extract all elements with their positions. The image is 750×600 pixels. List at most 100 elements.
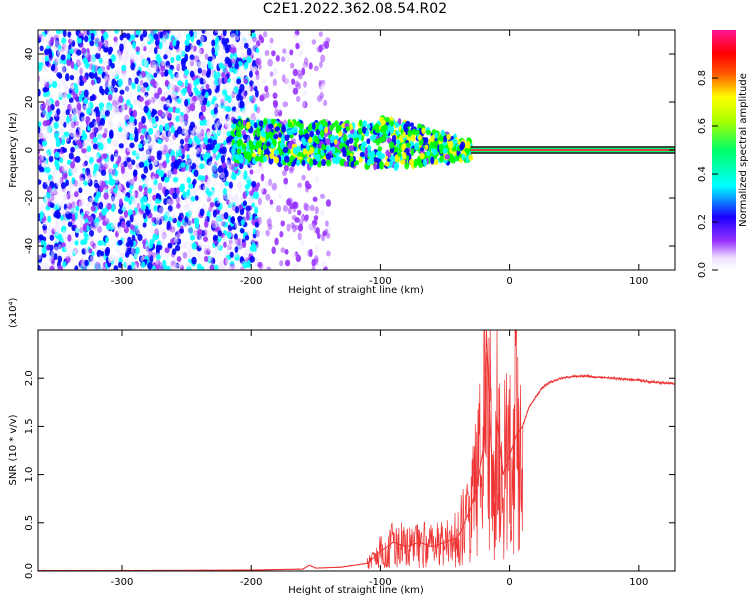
heatmap-cell xyxy=(199,115,204,121)
heatmap-cell xyxy=(241,143,246,150)
heatmap-cell xyxy=(400,159,406,165)
heatmap-cell xyxy=(419,152,425,160)
heatmap-cell xyxy=(138,265,142,270)
heatmap-cell xyxy=(60,182,67,190)
heatmap-cell xyxy=(46,99,52,107)
heatmap-cell xyxy=(212,209,217,218)
heatmap-cell xyxy=(184,107,190,116)
heatmap-cell xyxy=(126,146,131,153)
heatmap-cell xyxy=(240,34,246,43)
heatmap-cell xyxy=(194,88,199,97)
heatmap-cell xyxy=(271,50,276,57)
x-tick-label: -300 xyxy=(111,577,134,588)
heatmap-cell xyxy=(133,97,138,106)
heatmap-cell xyxy=(393,162,400,170)
heatmap-cell xyxy=(234,193,239,200)
heatmap-cell xyxy=(62,261,67,268)
heatmap-cell xyxy=(191,142,198,148)
heatmap-cell xyxy=(75,77,81,86)
heatmap-cell xyxy=(163,70,169,77)
heatmap-cell xyxy=(75,131,81,138)
snr-frame xyxy=(37,329,676,572)
heatmap-cell xyxy=(287,207,292,215)
heatmap-cell xyxy=(60,65,66,74)
heatmap-cell xyxy=(175,195,180,204)
y-tick-label: -20 xyxy=(24,190,35,206)
heatmap-cell xyxy=(255,47,260,54)
heatmap-cell xyxy=(138,143,143,149)
heatmap-cell xyxy=(132,264,138,270)
heatmap-cell xyxy=(65,179,69,187)
heatmap-cell xyxy=(50,251,55,258)
heatmap-cell xyxy=(191,242,197,250)
heatmap-cell xyxy=(108,256,113,263)
heatmap-cell xyxy=(234,246,239,253)
heatmap-cell xyxy=(40,153,45,162)
heatmap-cell xyxy=(114,69,119,78)
heatmap-cell xyxy=(213,172,219,179)
heatmap-cell xyxy=(66,59,72,67)
heatmap-cell xyxy=(118,95,124,104)
heatmap-cell xyxy=(218,214,224,220)
heatmap-cell xyxy=(110,62,115,69)
heatmap-cell xyxy=(446,133,451,141)
heatmap-cell xyxy=(176,256,182,262)
heatmap-cell xyxy=(157,109,163,117)
heatmap-cell xyxy=(242,200,248,207)
heatmap-cell xyxy=(103,75,108,83)
heatmap-cell xyxy=(97,124,103,131)
heatmap-cell xyxy=(71,224,76,231)
heatmap-cell xyxy=(208,144,213,151)
heatmap-cell xyxy=(216,196,221,204)
heatmap-cell xyxy=(136,82,141,90)
heatmap-cell xyxy=(126,32,131,40)
heatmap-cell xyxy=(113,187,118,194)
heatmap-cell xyxy=(177,31,182,39)
heatmap-cell xyxy=(95,52,101,60)
heatmap-cell xyxy=(358,119,363,127)
spectrogram-x-ticks: -300 -200 -100 0 100 xyxy=(111,30,648,287)
heatmap-cell xyxy=(273,67,278,76)
heatmap-cell xyxy=(210,109,215,116)
heatmap-cell xyxy=(303,57,309,66)
heatmap-cell xyxy=(216,120,222,126)
heatmap-cell xyxy=(257,216,262,225)
heatmap-cell xyxy=(96,46,101,55)
heatmap-cell xyxy=(373,156,379,163)
heatmap-cell xyxy=(299,214,304,222)
y-tick-label: 2.0 xyxy=(24,370,35,386)
heatmap-cell xyxy=(211,98,215,105)
heatmap-cell xyxy=(193,217,200,226)
heatmap-cell xyxy=(112,41,118,48)
heatmap-cell xyxy=(158,262,163,269)
heatmap-cell xyxy=(67,221,73,228)
heatmap-cell xyxy=(414,142,420,151)
heatmap-cell xyxy=(117,261,123,269)
heatmap-cell xyxy=(180,120,185,129)
heatmap-cell xyxy=(169,139,175,146)
heatmap-cell xyxy=(223,140,227,146)
heatmap-cell xyxy=(211,219,215,228)
heatmap-cell xyxy=(380,125,385,134)
heatmap-cell xyxy=(62,172,68,180)
heatmap-cell xyxy=(281,170,287,177)
heatmap-cell xyxy=(297,49,303,58)
heatmap-cell xyxy=(41,252,47,258)
heatmap-cell xyxy=(75,155,81,163)
heatmap-cell xyxy=(217,165,224,174)
heatmap-cell xyxy=(56,201,61,209)
heatmap-cell xyxy=(38,104,43,112)
heatmap-cell xyxy=(295,95,301,103)
heatmap-cell xyxy=(82,104,87,113)
heatmap-cell xyxy=(288,167,294,174)
heatmap-cell xyxy=(45,119,51,126)
heatmap-cell xyxy=(242,241,247,248)
heatmap-cell xyxy=(235,99,241,107)
heatmap-cell xyxy=(362,120,368,127)
heatmap-cell xyxy=(58,92,63,98)
heatmap-cell xyxy=(136,202,141,211)
heatmap-cell xyxy=(142,231,147,238)
heatmap-cell xyxy=(245,213,250,221)
heatmap-cell xyxy=(156,150,163,157)
